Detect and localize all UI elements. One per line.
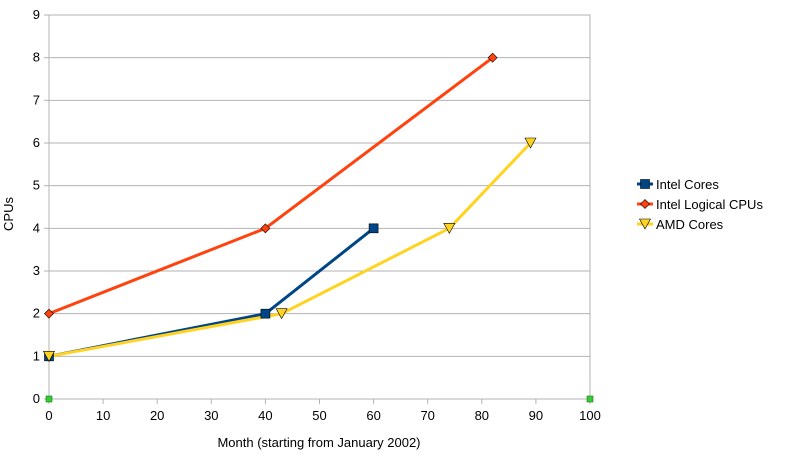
data-point xyxy=(487,52,498,63)
data-markers xyxy=(42,52,594,403)
legend-label: AMD Cores xyxy=(656,217,724,232)
data-point xyxy=(275,308,288,320)
y-tick-label: 9 xyxy=(33,7,40,22)
y-tick-label: 6 xyxy=(33,135,40,150)
y-tick-label: 2 xyxy=(33,306,40,321)
x-tick-label: 70 xyxy=(420,408,434,423)
legend-label: Intel Cores xyxy=(656,177,719,192)
legend-marker xyxy=(640,179,650,189)
y-tick-label: 0 xyxy=(33,391,40,406)
data-point xyxy=(368,223,379,234)
data-point xyxy=(44,308,54,319)
x-tick-label: 30 xyxy=(204,408,218,423)
data-point xyxy=(260,308,271,319)
series-line xyxy=(48,141,532,358)
data-point xyxy=(443,223,456,234)
data-point xyxy=(45,395,53,403)
legend-marker xyxy=(640,199,650,209)
x-tick-label: 100 xyxy=(579,408,601,423)
x-axis-title: Month (starting from January 2002) xyxy=(217,435,420,450)
legend: Intel Cores Intel Logical CPUs AMD Cores xyxy=(637,177,763,232)
y-axis-title: CPUs xyxy=(1,197,16,231)
data-point xyxy=(260,223,271,234)
y-tick-label: 8 xyxy=(33,50,40,65)
data-point xyxy=(42,351,56,362)
data-point xyxy=(586,395,594,403)
data-point xyxy=(524,137,537,149)
legend-marker xyxy=(638,218,652,230)
x-tick-label: 60 xyxy=(366,408,380,423)
series-lines xyxy=(48,56,532,358)
x-tick-label: 20 xyxy=(150,408,164,423)
y-tick-label: 5 xyxy=(33,178,40,193)
x-tick-label: 40 xyxy=(258,408,272,423)
axes xyxy=(44,14,591,404)
y-tick-label: 1 xyxy=(33,348,40,363)
x-tick-label: 0 xyxy=(45,408,52,423)
y-tick-label: 4 xyxy=(33,220,40,235)
x-tick-label: 80 xyxy=(475,408,489,423)
y-tick-label: 7 xyxy=(33,92,40,107)
legend-label: Intel Logical CPUs xyxy=(656,197,763,212)
x-tick-label: 10 xyxy=(96,408,110,423)
y-tick-label: 3 xyxy=(33,263,40,278)
x-tick-label: 50 xyxy=(312,408,326,423)
x-tick-label: 90 xyxy=(529,408,543,423)
